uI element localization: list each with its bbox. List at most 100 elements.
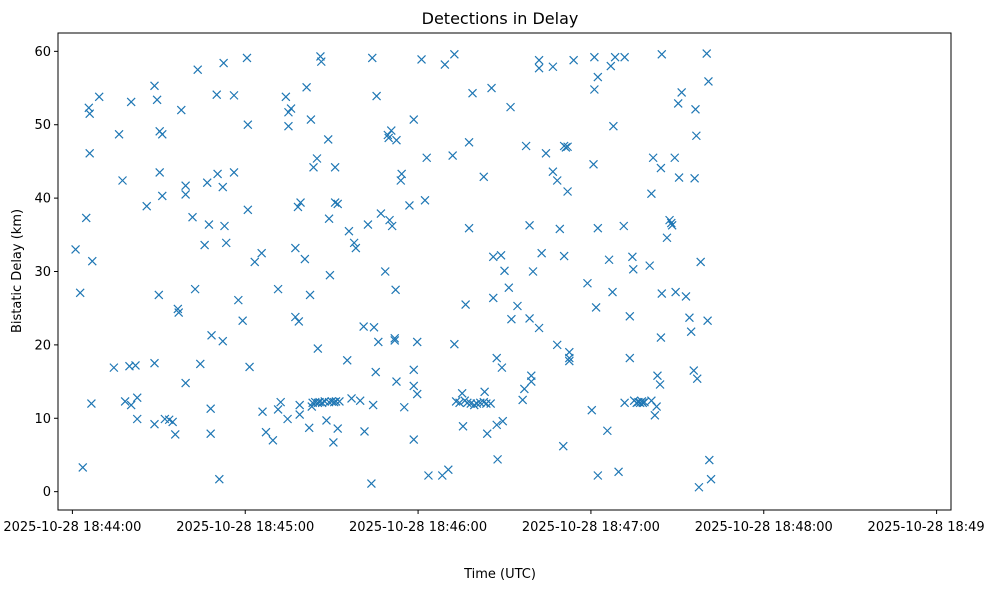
data-points bbox=[71, 49, 716, 492]
data-point-291 bbox=[704, 455, 714, 465]
data-point-173 bbox=[464, 223, 474, 233]
data-point-41 bbox=[190, 284, 200, 294]
data-point-175 bbox=[468, 88, 477, 98]
data-point-247 bbox=[625, 353, 635, 363]
data-point-182 bbox=[481, 399, 491, 409]
data-point-137 bbox=[385, 215, 394, 225]
data-point-6 bbox=[87, 256, 97, 266]
data-point-74 bbox=[281, 92, 291, 102]
data-point-7 bbox=[86, 399, 96, 409]
data-point-218 bbox=[559, 251, 569, 261]
data-point-72 bbox=[273, 405, 283, 414]
data-point-35 bbox=[174, 308, 184, 318]
data-point-79 bbox=[290, 243, 300, 253]
data-point-215 bbox=[552, 176, 562, 185]
data-point-112 bbox=[330, 162, 340, 172]
data-point-127 bbox=[367, 53, 377, 63]
data-point-242 bbox=[614, 467, 623, 477]
data-point-68 bbox=[258, 407, 267, 417]
x-tick-label-3: 2025-10-28 18:47:00 bbox=[522, 520, 660, 535]
data-point-213 bbox=[548, 167, 558, 177]
data-point-54 bbox=[218, 336, 228, 346]
data-point-290 bbox=[704, 77, 713, 86]
data-point-8 bbox=[81, 213, 91, 223]
data-point-15 bbox=[126, 400, 136, 410]
data-point-44 bbox=[200, 240, 210, 250]
data-point-260 bbox=[648, 153, 658, 163]
data-point-143 bbox=[392, 377, 401, 387]
data-point-236 bbox=[602, 426, 612, 436]
data-point-64 bbox=[243, 205, 253, 215]
y-axis-label: Bistatic Delay (km) bbox=[10, 209, 25, 333]
data-point-129 bbox=[369, 322, 379, 332]
data-point-255 bbox=[638, 398, 648, 408]
data-point-198 bbox=[513, 301, 522, 311]
data-point-123 bbox=[359, 322, 369, 331]
data-point-188 bbox=[492, 353, 502, 363]
data-point-17 bbox=[131, 361, 140, 370]
data-point-4 bbox=[85, 109, 95, 119]
data-point-52 bbox=[214, 474, 224, 484]
data-point-22 bbox=[150, 419, 159, 429]
data-point-191 bbox=[496, 250, 506, 260]
data-point-142 bbox=[391, 285, 401, 295]
x-tick-label-1: 2025-10-28 18:45:00 bbox=[176, 520, 314, 535]
data-point-234 bbox=[593, 223, 603, 233]
data-point-190 bbox=[493, 454, 503, 464]
data-point-62 bbox=[242, 53, 252, 63]
data-point-221 bbox=[563, 142, 573, 152]
data-point-185 bbox=[487, 83, 496, 93]
data-point-118 bbox=[344, 226, 354, 236]
data-point-197 bbox=[506, 314, 516, 324]
data-point-259 bbox=[646, 189, 656, 199]
data-point-158 bbox=[424, 471, 433, 480]
data-point-29 bbox=[157, 191, 167, 201]
data-point-246 bbox=[625, 311, 635, 321]
data-point-163 bbox=[449, 49, 459, 59]
data-point-90 bbox=[306, 115, 316, 125]
data-point-63 bbox=[243, 120, 253, 130]
data-point-211 bbox=[541, 148, 551, 158]
data-point-237 bbox=[604, 255, 614, 265]
data-point-131 bbox=[372, 91, 382, 101]
data-point-272 bbox=[667, 220, 677, 230]
data-point-203 bbox=[525, 314, 534, 323]
data-point-87 bbox=[302, 82, 312, 92]
data-point-292 bbox=[706, 474, 716, 484]
data-point-77 bbox=[284, 107, 293, 117]
y-tick-label-0: 0 bbox=[43, 485, 51, 500]
data-point-40 bbox=[188, 212, 197, 222]
y-tick-label-5: 50 bbox=[34, 118, 51, 133]
data-point-66 bbox=[250, 257, 260, 267]
data-point-243 bbox=[620, 52, 630, 62]
data-point-164 bbox=[449, 339, 459, 349]
data-point-172 bbox=[464, 137, 474, 147]
data-point-56 bbox=[220, 221, 229, 231]
data-point-274 bbox=[671, 287, 681, 297]
data-point-288 bbox=[702, 49, 712, 58]
data-point-130 bbox=[371, 367, 381, 377]
data-point-0 bbox=[71, 245, 80, 254]
data-point-11 bbox=[114, 129, 124, 139]
data-point-220 bbox=[561, 143, 571, 152]
data-point-38 bbox=[181, 190, 191, 199]
data-point-13 bbox=[120, 396, 130, 406]
data-point-263 bbox=[653, 371, 662, 381]
y-tick-label-3: 30 bbox=[34, 265, 51, 280]
data-point-267 bbox=[657, 289, 667, 298]
data-point-201 bbox=[521, 141, 531, 151]
data-point-75 bbox=[283, 414, 293, 424]
data-point-268 bbox=[657, 49, 667, 59]
data-point-58 bbox=[229, 90, 239, 100]
data-point-245 bbox=[620, 398, 630, 408]
data-point-9 bbox=[94, 92, 104, 102]
data-point-100 bbox=[316, 57, 326, 67]
data-point-238 bbox=[606, 61, 616, 71]
data-point-89 bbox=[305, 290, 315, 300]
data-point-46 bbox=[204, 220, 214, 229]
data-point-210 bbox=[537, 248, 547, 258]
data-point-28 bbox=[157, 129, 167, 139]
data-point-149 bbox=[409, 115, 419, 125]
data-point-187 bbox=[488, 252, 498, 262]
data-point-1 bbox=[75, 288, 85, 298]
